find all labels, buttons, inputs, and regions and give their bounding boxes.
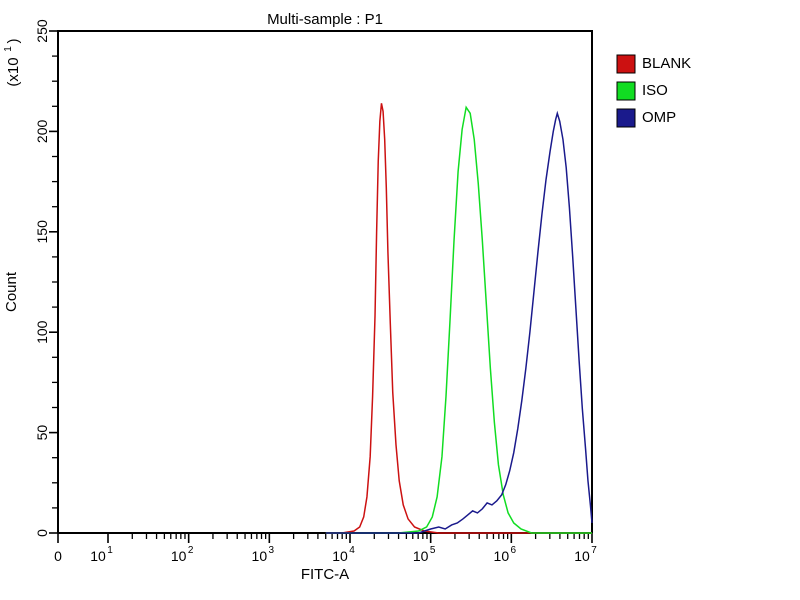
x-tick-label: 10 <box>90 548 106 564</box>
legend-swatch-omp[interactable] <box>616 108 636 128</box>
x-tick-label-exponent: 3 <box>269 545 275 556</box>
x-tick-label: 10 <box>332 548 348 564</box>
y-tick-label: 250 <box>34 19 50 43</box>
x-tick-label-exponent: 7 <box>591 545 597 556</box>
x-tick-label: 10 <box>171 548 187 564</box>
legend-label-omp[interactable]: OMP <box>642 109 676 126</box>
legend-swatch-iso[interactable] <box>616 81 636 101</box>
legend-swatch-blank[interactable] <box>616 54 636 74</box>
legend-label-blank[interactable]: BLANK <box>642 55 691 72</box>
y-tick-label: 200 <box>34 120 50 144</box>
x-tick-label-exponent: 2 <box>188 545 194 556</box>
x-tick-label: 10 <box>574 548 590 564</box>
y-tick-label: 50 <box>34 425 50 441</box>
x-tick-label-exponent: 1 <box>107 545 113 556</box>
y-axis-multiplier: (x10 1) <box>3 39 22 87</box>
chart-title: Multi-sample : P1 <box>267 11 383 28</box>
y-tick-label: 0 <box>34 529 50 537</box>
y-axis-multiplier-base: (x10 <box>5 57 22 86</box>
x-tick-label: 10 <box>494 548 510 564</box>
y-axis-label: Count <box>3 271 20 312</box>
series-curve-iso <box>325 105 592 534</box>
x-tick-label-exponent: 5 <box>430 545 436 556</box>
x-axis-label: FITC-A <box>301 566 349 583</box>
x-tick-label-zero: 0 <box>54 548 62 564</box>
x-tick-label: 10 <box>252 548 268 564</box>
legend-label-iso[interactable]: ISO <box>642 82 668 99</box>
y-tick-label: 150 <box>34 220 50 244</box>
y-axis-multiplier-exponent: 1 <box>3 46 14 52</box>
y-axis-multiplier-close: ) <box>5 39 22 44</box>
y-tick-label: 100 <box>34 320 50 344</box>
series-curve-blank <box>325 103 592 534</box>
series-curve-omp <box>325 110 593 534</box>
x-tick-label-exponent: 6 <box>511 545 517 556</box>
x-tick-label-exponent: 4 <box>349 545 355 556</box>
x-tick-label: 10 <box>413 548 429 564</box>
